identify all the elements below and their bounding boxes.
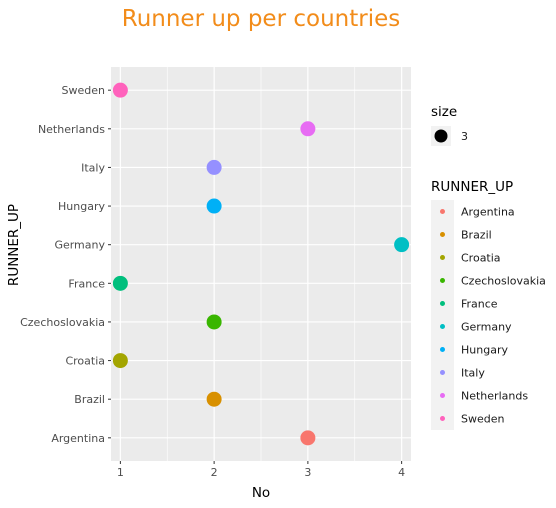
y-tick-label: Hungary	[58, 200, 105, 213]
legend-swatch	[440, 209, 445, 214]
data-point	[206, 159, 222, 175]
y-tick-label: Brazil	[74, 393, 105, 406]
data-point	[112, 82, 128, 98]
data-point	[394, 237, 410, 253]
size-legend: size 3	[431, 104, 468, 146]
y-tick-label: Czechoslovakia	[20, 316, 105, 329]
legend-swatch	[440, 347, 445, 352]
legend-label: Germany	[461, 321, 512, 334]
legend-label: Brazil	[461, 229, 492, 242]
x-tick-label: 4	[398, 466, 405, 479]
legend-label: France	[461, 298, 498, 311]
legend-label: Croatia	[461, 252, 501, 265]
legend-swatch	[440, 416, 445, 421]
x-axis: 1 2 3 4	[117, 461, 405, 479]
data-point	[206, 198, 222, 214]
color-legend: RUNNER_UP Argentina Brazil Croatia Czechosl…	[431, 179, 546, 430]
legend-swatch	[440, 232, 445, 237]
legend-label: Netherlands	[461, 390, 528, 403]
chart-title: Runner up per countries	[122, 6, 400, 32]
y-tick-label: Sweden	[62, 84, 105, 97]
legend-label: Sweden	[461, 413, 504, 426]
y-axis: Argentina Brazil Croatia Czechoslovakia Fran…	[20, 84, 111, 445]
legend-swatch	[440, 393, 445, 398]
x-tick-label: 2	[211, 466, 218, 479]
legend-swatch	[440, 370, 445, 375]
y-tick-label: Germany	[54, 239, 105, 252]
legend-label: Hungary	[461, 344, 508, 357]
y-tick-label: France	[68, 277, 105, 290]
data-point	[112, 353, 128, 369]
legend-label: Czechoslovakia	[461, 275, 546, 288]
size-legend-title: size	[431, 104, 457, 120]
data-point	[206, 391, 222, 407]
y-tick-label: Netherlands	[38, 123, 105, 136]
legend-swatch	[440, 255, 445, 260]
plot-panel	[111, 67, 411, 461]
size-legend-label: 3	[461, 130, 468, 143]
legend-swatch	[440, 278, 445, 283]
data-point	[206, 314, 222, 330]
x-axis-title: No	[252, 485, 270, 501]
color-legend-items: Argentina Brazil Croatia Czechoslovakia Fran…	[431, 200, 546, 430]
data-point	[300, 121, 316, 137]
color-legend-title: RUNNER_UP	[431, 179, 513, 195]
x-tick-label: 1	[117, 466, 124, 479]
legend-label: Argentina	[461, 206, 515, 219]
legend-swatch	[440, 324, 445, 329]
data-point	[112, 275, 128, 291]
legend-label: Italy	[461, 367, 485, 380]
y-tick-label: Italy	[81, 161, 105, 174]
y-tick-label: Croatia	[65, 355, 105, 368]
size-legend-dot	[434, 129, 448, 143]
y-axis-title: RUNNER_UP	[6, 204, 22, 286]
data-point	[300, 430, 316, 446]
y-tick-label: Argentina	[51, 432, 105, 445]
legend-swatch	[440, 301, 445, 306]
x-tick-label: 3	[304, 466, 311, 479]
data-points	[112, 82, 410, 446]
